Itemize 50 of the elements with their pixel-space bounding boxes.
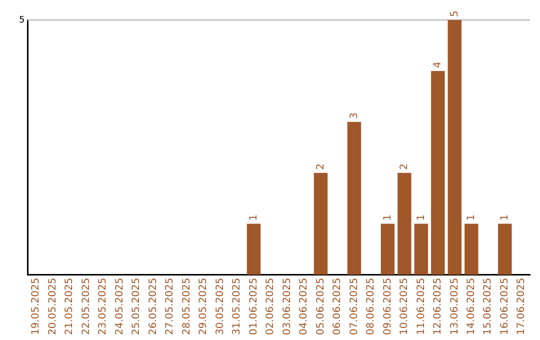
x-tick-label: 31.05.2025 [232,278,243,336]
data-label: 1 [466,214,477,221]
data-label: 4 [432,62,444,68]
data-label: 1 [416,214,427,221]
bar [380,224,395,275]
data-label: 3 [348,112,360,119]
x-tick-label: 11.06.2025 [416,278,427,336]
bar [347,122,362,275]
x-tick-label: 14.06.2025 [466,278,477,336]
x-tick-label: 05.06.2025 [315,278,326,336]
x-tick-label: 13.06.2025 [449,278,460,336]
bar [498,224,512,275]
x-tick-label: 21.05.2025 [64,278,76,336]
bar [414,224,428,275]
bar [431,70,445,275]
bar [464,224,478,275]
x-tick-label: 22.05.2025 [80,278,92,336]
x-tick-label: 01.06.2025 [248,278,260,336]
x-tick-label: 30.05.2025 [214,278,226,336]
bar [246,224,261,275]
x-tick-label: 09.06.2025 [382,278,394,336]
x-tick-label: 26.05.2025 [148,278,159,336]
data-label: 2 [315,163,326,170]
x-tick-label: 10.06.2025 [399,278,410,336]
x-tick-label: 25.05.2025 [131,278,142,336]
x-tick-label: 16.06.2025 [499,278,510,336]
data-label: 2 [399,163,410,170]
x-tick-label: 07.06.2025 [348,278,360,336]
bar [448,20,462,275]
data-label: 1 [248,214,260,221]
x-tick-label: 02.06.2025 [265,278,276,336]
data-label: 5 [449,10,460,17]
data-label: 1 [499,214,510,221]
x-tick-label: 17.06.2025 [516,278,528,336]
x-tick-label: 29.05.2025 [198,278,210,336]
x-tick-label: 03.06.2025 [282,278,293,336]
x-tick-label: 23.05.2025 [98,278,109,336]
x-tick-label: 12.06.2025 [432,278,444,336]
x-tick-label: 27.05.2025 [164,278,176,336]
x-tick-label: 28.05.2025 [181,278,192,336]
x-tick-label: 24.05.2025 [114,278,126,336]
data-label: 1 [382,214,394,221]
x-tick-label: 06.06.2025 [332,278,344,336]
x-tick-label: 19.05.2025 [30,278,42,336]
x-tick-label: 20.05.2025 [47,278,58,336]
x-tick-label: 08.06.2025 [366,278,377,336]
bar [314,172,328,275]
x-tick-label: 15.06.2025 [482,278,494,336]
x-tick-label: 04.06.2025 [298,278,310,336]
bar [398,172,412,275]
